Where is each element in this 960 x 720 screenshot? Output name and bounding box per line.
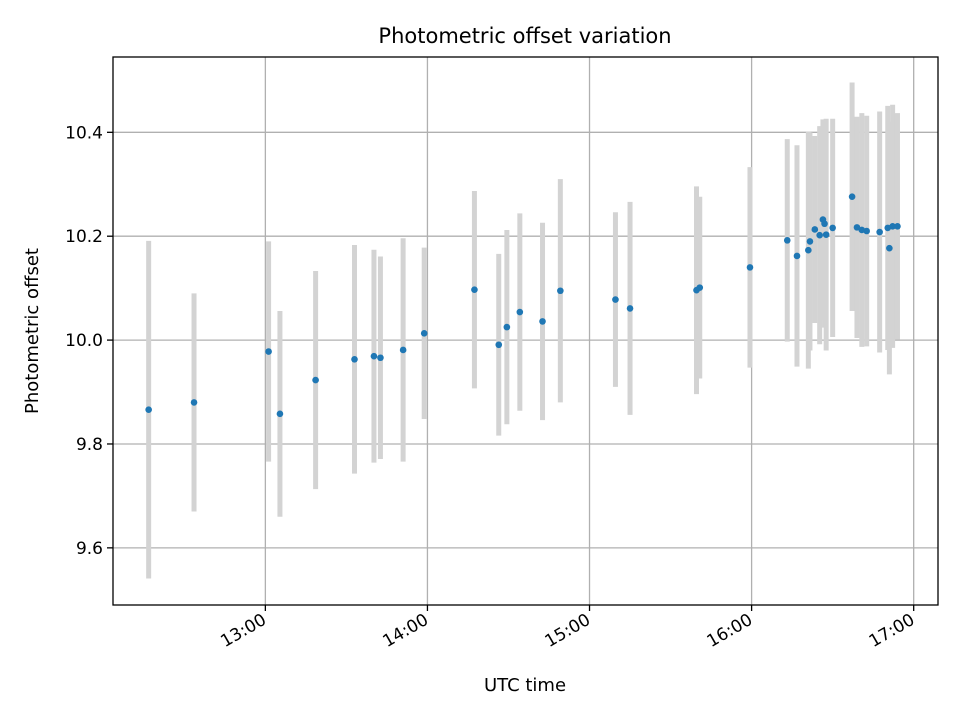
data-point (696, 284, 704, 291)
data-point (746, 264, 754, 271)
x-tick-label: 15:00 (542, 610, 594, 652)
data-point (503, 323, 511, 331)
x-tick-label: 13:00 (217, 610, 269, 652)
data-point (853, 224, 861, 231)
grid-lines (113, 57, 938, 605)
y-tick-label: 9.6 (76, 539, 103, 559)
data-point (805, 246, 812, 254)
data-point (793, 252, 801, 260)
y-tick-label: 10.0 (65, 331, 103, 351)
error-bars (146, 82, 900, 579)
data-point (420, 330, 428, 337)
y-tick-label: 10.2 (65, 227, 103, 247)
data-point (370, 352, 378, 360)
plot-area-frame (112, 56, 939, 606)
data-point (276, 410, 284, 418)
data-point (145, 406, 152, 413)
data-point (377, 354, 384, 362)
data-point (829, 224, 836, 232)
data-point (863, 227, 870, 235)
y-tick-label: 9.8 (76, 435, 103, 455)
data-points (145, 193, 901, 418)
data-point (811, 226, 819, 233)
data-point (876, 228, 883, 236)
data-point (351, 356, 358, 363)
data-point (471, 286, 478, 294)
data-point (848, 193, 856, 201)
chart-title: Photometric offset variation (378, 24, 671, 48)
data-point (495, 341, 503, 349)
data-point (822, 231, 830, 238)
data-point (783, 237, 791, 244)
x-tick-label: 17:00 (866, 610, 918, 652)
data-point (516, 308, 524, 316)
y-tick-label: 10.4 (65, 123, 103, 143)
y-axis-label: Photometric offset (22, 248, 43, 414)
data-point (886, 244, 893, 252)
data-point (312, 376, 319, 384)
data-point (265, 348, 272, 355)
data-point (190, 399, 198, 406)
data-point (816, 231, 823, 239)
x-axis-label: UTC time (484, 675, 566, 696)
data-point (806, 238, 814, 245)
data-point (821, 220, 828, 228)
data-point (889, 223, 896, 230)
x-tick-label: 16:00 (704, 610, 756, 652)
data-point (399, 346, 407, 354)
data-point (894, 223, 901, 230)
data-point (539, 318, 546, 325)
data-point (612, 296, 619, 303)
x-tick-label: 14:00 (380, 610, 432, 652)
data-point (626, 305, 634, 312)
data-point (557, 287, 564, 295)
